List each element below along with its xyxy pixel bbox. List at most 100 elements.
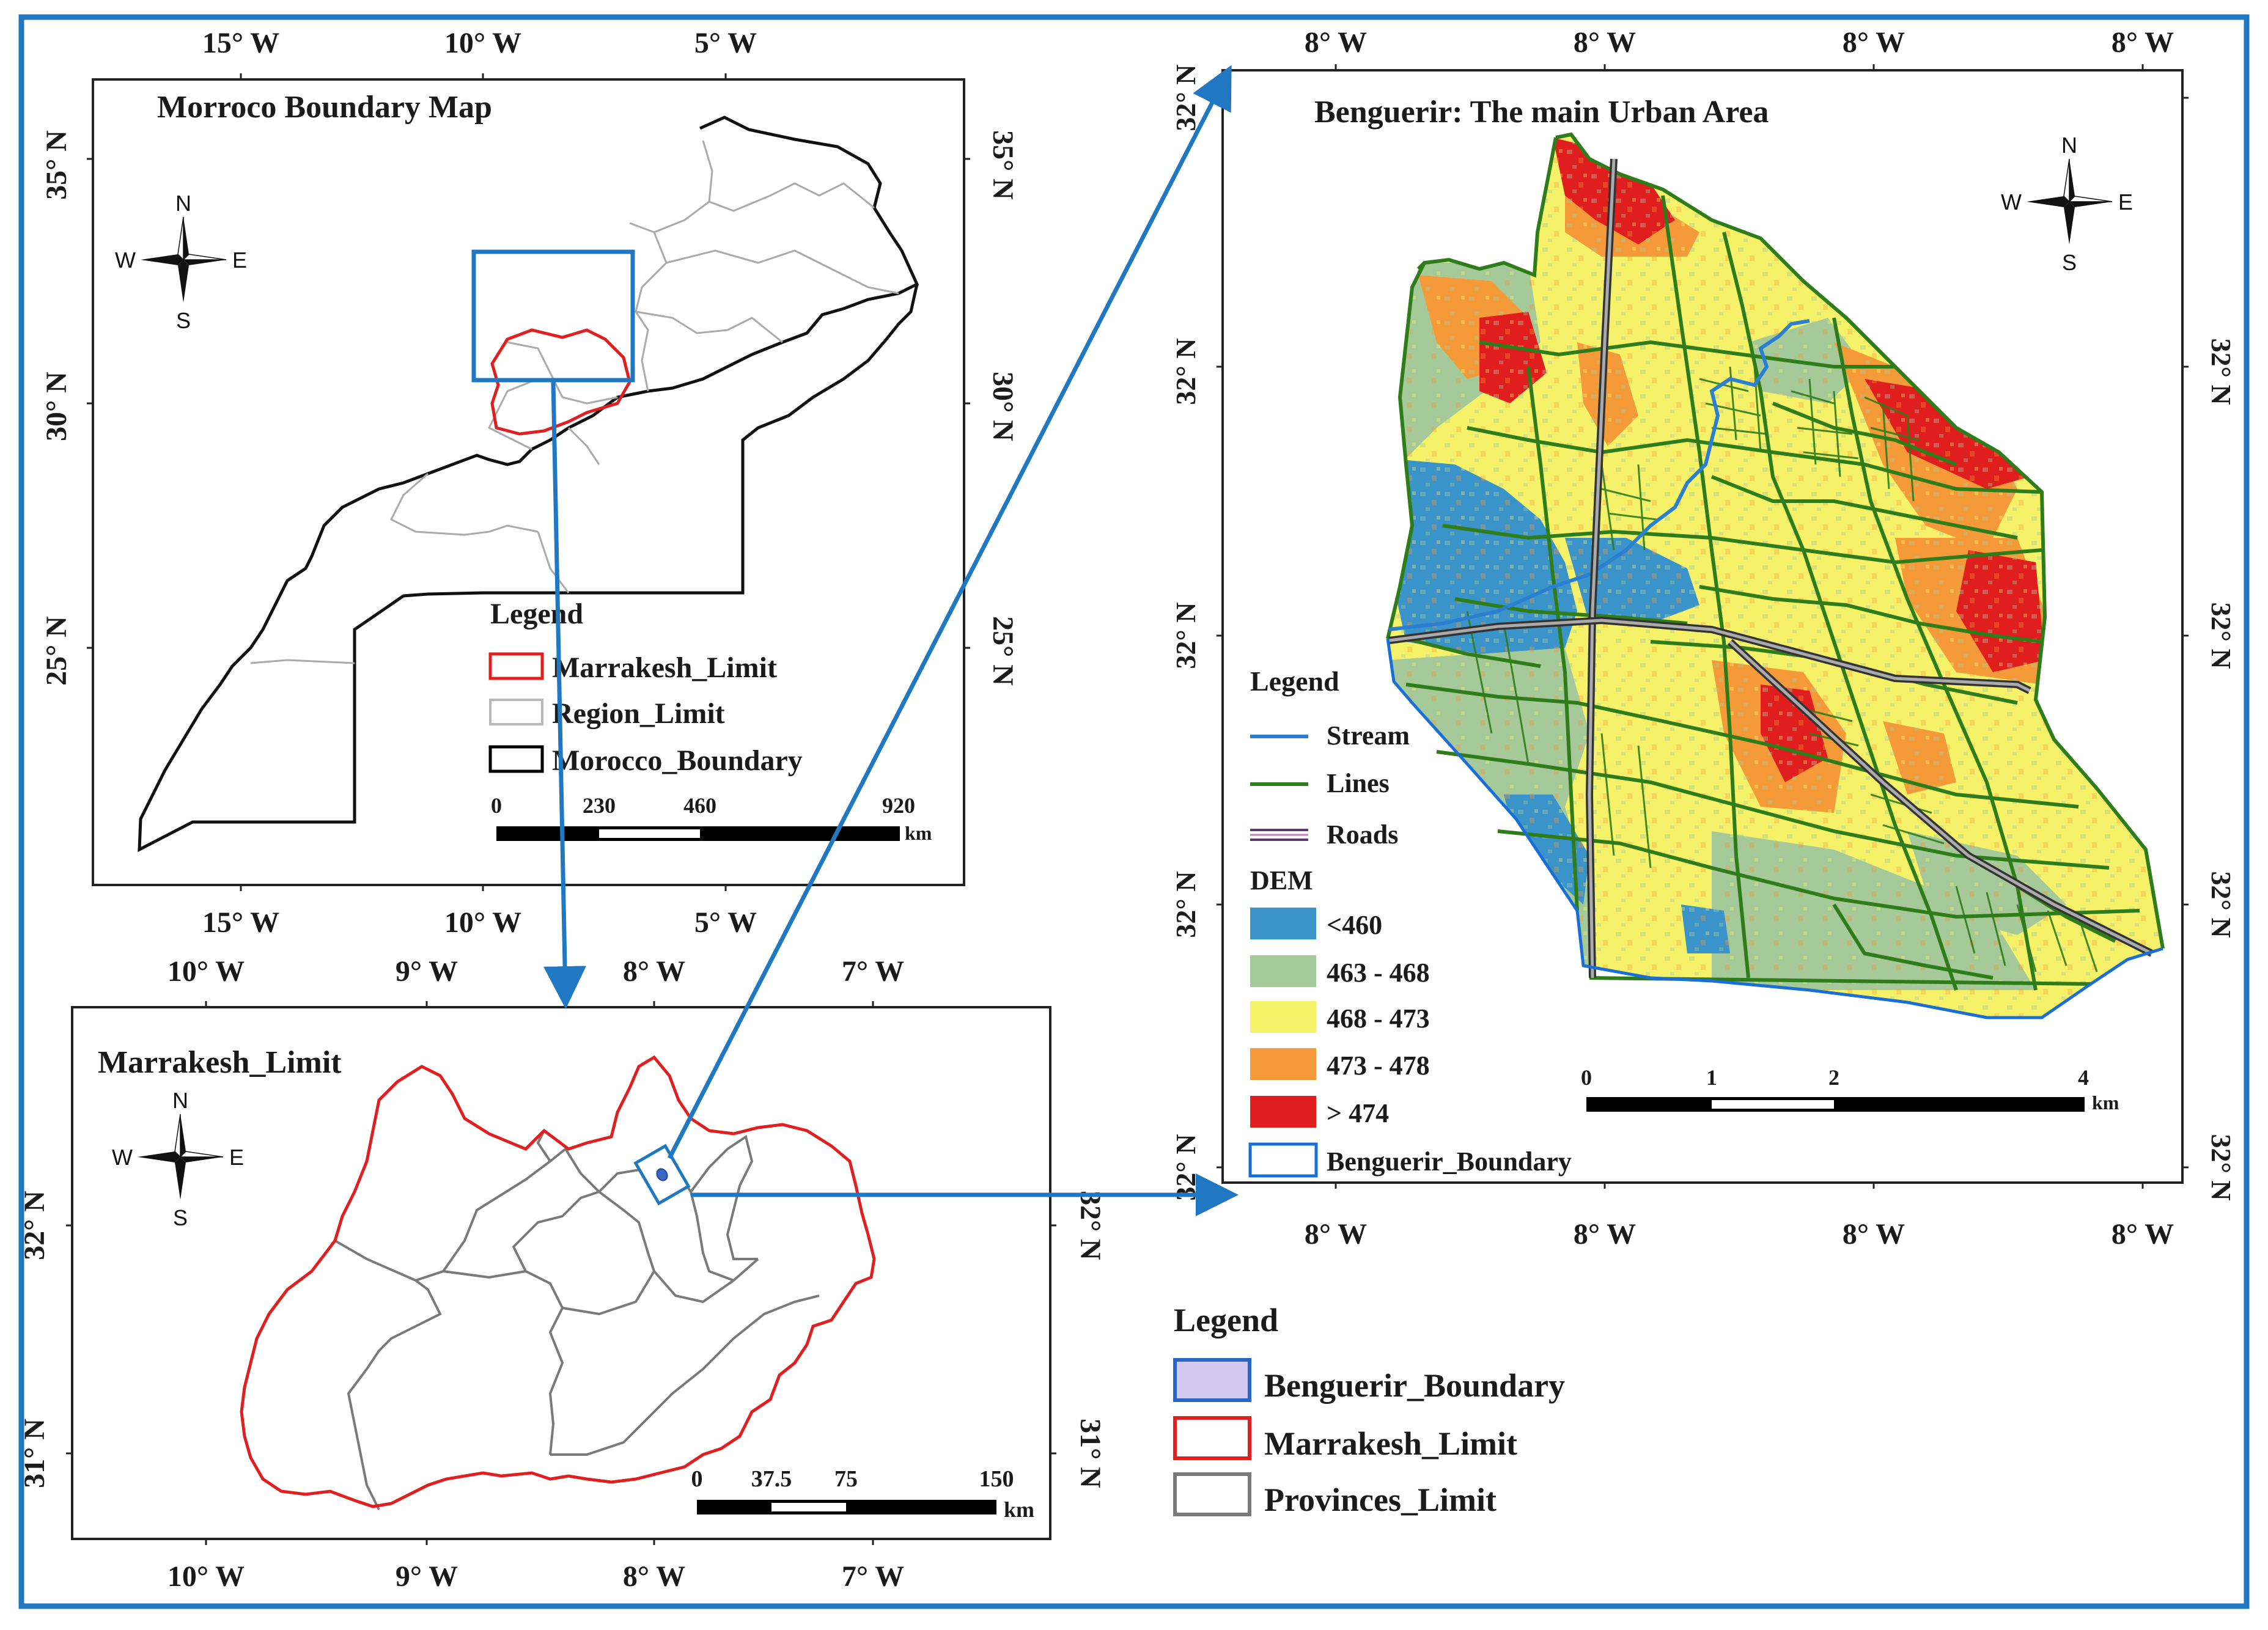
marrakesh-benguerir-box <box>633 1144 691 1206</box>
svg-text:32° N: 32° N <box>2206 338 2237 405</box>
svg-text:2: 2 <box>1828 1065 1839 1090</box>
morocco-legend: Legend Marrakesh_Limit Region_Limit Moro… <box>488 598 803 777</box>
svg-text:0: 0 <box>1581 1065 1592 1090</box>
svg-text:4: 4 <box>2078 1065 2089 1090</box>
svg-text:10° W: 10° W <box>168 1560 245 1593</box>
benguerir-scale-bar: 0 1 2 4 km <box>1581 1065 2119 1114</box>
benguerir-map-title: Benguerir: The main Urban Area <box>1314 95 1769 130</box>
morocco-lat-left-2: 30° N <box>40 372 73 441</box>
svg-text:km: km <box>905 822 932 844</box>
svg-text:31° N: 31° N <box>1074 1419 1106 1488</box>
svg-text:8° W: 8° W <box>1843 1218 1905 1250</box>
svg-text:0: 0 <box>691 1466 703 1492</box>
svg-text:Provinces_Limit: Provinces_Limit <box>1264 1481 1497 1518</box>
svg-text:Marrakesh_Limit: Marrakesh_Limit <box>552 652 777 684</box>
svg-text:1: 1 <box>1706 1065 1717 1090</box>
morocco-lat-right-3: 25° N <box>987 616 1019 686</box>
svg-text:8° W: 8° W <box>623 955 685 988</box>
svg-text:Roads: Roads <box>1327 820 1398 850</box>
svg-text:DEM: DEM <box>1250 865 1313 895</box>
svg-text:Lines: Lines <box>1327 768 1390 798</box>
benguerir-compass-icon: N S E W <box>2001 133 2133 275</box>
svg-text:10° W: 10° W <box>168 955 245 988</box>
morocco-map-title: Morroco Boundary Map <box>157 90 492 125</box>
morocco-compass-icon: N S E W <box>115 191 247 333</box>
morocco-lon-bottom-1: 15° W <box>202 906 279 939</box>
svg-text:8° W: 8° W <box>2112 26 2174 59</box>
svg-text:920: 920 <box>882 793 915 818</box>
svg-text:Region_Limit: Region_Limit <box>552 697 725 730</box>
svg-text:Benguerir_Boundary: Benguerir_Boundary <box>1264 1367 1565 1404</box>
marrakesh-map-title: Marrakesh_Limit <box>98 1045 342 1080</box>
svg-text:32° N: 32° N <box>18 1191 51 1260</box>
svg-text:460: 460 <box>683 793 716 818</box>
svg-text:W: W <box>112 1145 133 1170</box>
marrakesh-map-frame <box>71 1006 1051 1540</box>
svg-text:8° W: 8° W <box>1574 26 1636 59</box>
svg-text:8° W: 8° W <box>1305 1218 1367 1250</box>
svg-text:<460: <460 <box>1327 910 1382 940</box>
svg-text:37.5: 37.5 <box>751 1466 792 1492</box>
svg-text:W: W <box>115 248 136 273</box>
svg-text:8° W: 8° W <box>1305 26 1367 59</box>
benguerir-boundary-line <box>1386 638 2163 1019</box>
morocco-lat-left-3: 25° N <box>40 616 73 686</box>
svg-text:8° W: 8° W <box>623 1560 685 1593</box>
marrakesh-panel: Marrakesh_Limit 10° W 9° W 8° W 7° W 10°… <box>18 955 1106 1593</box>
svg-text:31° N: 31° N <box>18 1419 51 1488</box>
benguerir-stream <box>1388 319 1810 631</box>
benguerir-legend: Legend Stream Lines Roads DEM <460 463 -… <box>1248 666 1572 1178</box>
svg-text:32° N: 32° N <box>1074 1191 1106 1260</box>
svg-text:E: E <box>232 248 247 273</box>
svg-text:S: S <box>2062 250 2077 275</box>
morocco-lon-top-1: 15° W <box>202 27 279 59</box>
svg-text:9° W: 9° W <box>396 955 458 988</box>
svg-text:E: E <box>229 1145 244 1170</box>
svg-text:32° N: 32° N <box>2206 871 2237 938</box>
svg-text:32° N: 32° N <box>1170 602 1201 669</box>
morocco-zoom-box <box>471 249 635 383</box>
benguerir-panel: Benguerir: The main Urban Area 8° W 8° W… <box>1170 26 2237 1250</box>
marrakesh-compass-icon: N S E W <box>112 1088 244 1230</box>
svg-text:32° N: 32° N <box>1170 871 1201 938</box>
morocco-boundary <box>138 116 919 853</box>
marrakesh-scale-bar: 0 37.5 75 150 km <box>691 1466 1035 1522</box>
main-legend-title: Legend <box>1174 1302 1278 1338</box>
svg-text:N: N <box>172 1088 188 1113</box>
morocco-lat-right-1: 35° N <box>987 130 1019 200</box>
marrakesh-province-limits <box>334 1130 820 1510</box>
benguerir-lines-network <box>1386 132 2165 991</box>
svg-text:32° N: 32° N <box>1170 64 1201 131</box>
arrow-marrakesh-to-benguerir-top <box>667 65 1232 1159</box>
svg-text:W: W <box>2001 189 2022 215</box>
benguerir-legend-title: Legend <box>1250 666 1339 697</box>
main-legend: Legend Benguerir_Boundary Marrakesh_Limi… <box>1173 1302 1565 1518</box>
marrakesh-limit-boundary <box>240 1055 876 1508</box>
svg-text:32° N: 32° N <box>1170 1134 1201 1200</box>
svg-text:8° W: 8° W <box>1843 26 1905 59</box>
svg-text:km: km <box>1004 1497 1034 1522</box>
svg-text:75: 75 <box>834 1466 858 1492</box>
svg-text:32° N: 32° N <box>2206 602 2237 669</box>
morocco-lon-top-3: 5° W <box>694 27 757 59</box>
svg-text:7° W: 7° W <box>842 1560 904 1593</box>
morocco-legend-title: Legend <box>490 598 583 630</box>
morocco-lat-right-2: 30° N <box>987 372 1019 441</box>
benguerir-roads <box>1388 158 2154 978</box>
svg-text:468 - 473: 468 - 473 <box>1327 1004 1430 1033</box>
svg-text:S: S <box>176 308 191 333</box>
svg-text:8° W: 8° W <box>2112 1218 2174 1250</box>
morocco-lon-bottom-2: 10° W <box>444 906 521 939</box>
outer-frame <box>18 14 2250 1609</box>
svg-text:Morocco_Boundary: Morocco_Boundary <box>552 744 803 777</box>
svg-text:Marrakesh_Limit: Marrakesh_Limit <box>1264 1425 1517 1462</box>
svg-text:230: 230 <box>583 793 616 818</box>
morocco-lat-left-1: 35° N <box>40 130 73 200</box>
morocco-lon-top-2: 10° W <box>444 27 521 59</box>
connector-arrows <box>543 65 1239 1216</box>
svg-text:463 - 468: 463 - 468 <box>1327 958 1430 988</box>
svg-text:N: N <box>175 191 191 216</box>
svg-text:0: 0 <box>491 793 502 818</box>
